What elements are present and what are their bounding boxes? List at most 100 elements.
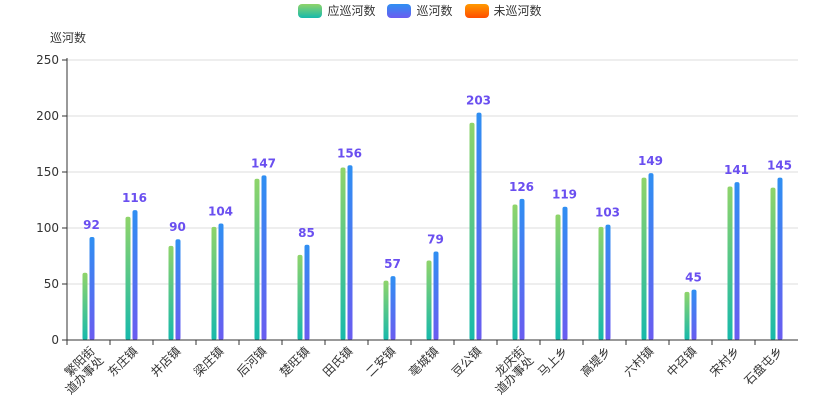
y-axis-title: 巡河数 — [50, 31, 87, 45]
legend-item-expected[interactable]: 应巡河数 — [298, 2, 375, 19]
x-tick-label-line: 亳城镇 — [405, 343, 441, 379]
x-tick-label-line: 梁庄镇 — [190, 343, 226, 379]
x-tick-label-line: 宋村乡 — [706, 343, 742, 379]
x-tick-label: 高堤乡 — [577, 343, 613, 379]
bar-patrolled — [89, 236, 95, 340]
x-tick-label-line: 二安镇 — [362, 343, 398, 379]
bar-expected — [770, 187, 776, 340]
bar-patrolled — [175, 239, 181, 340]
x-tick-label: 后河镇 — [234, 344, 269, 379]
x-tick-label-line: 石盘屯乡 — [741, 343, 786, 388]
data-label: 104 — [208, 205, 233, 219]
data-label: 203 — [466, 94, 491, 108]
x-tick-label: 东庄镇 — [104, 343, 140, 379]
bar-patrolled — [390, 276, 396, 340]
data-label: 126 — [509, 180, 534, 194]
bar-patrolled — [476, 112, 482, 340]
data-label: 90 — [169, 220, 186, 234]
data-label: 85 — [298, 226, 315, 240]
legend-item-patrolled[interactable]: 巡河数 — [387, 2, 453, 19]
legend-label-expected: 应巡河数 — [327, 4, 376, 18]
bar-patrolled — [519, 198, 525, 340]
bar-expected — [297, 254, 303, 340]
bar-expected — [598, 226, 604, 340]
bar-patrolled — [218, 223, 224, 340]
y-tick-label: 100 — [36, 221, 59, 235]
data-label: 45 — [685, 271, 702, 285]
y-tick-label: 50 — [44, 277, 59, 291]
bar-expected — [555, 214, 561, 340]
bar-expected — [469, 122, 475, 340]
data-label: 119 — [552, 188, 577, 202]
x-tick-label: 亳城镇 — [405, 343, 441, 379]
data-label: 149 — [638, 154, 663, 168]
bar-patrolled — [132, 210, 138, 340]
bar-patrolled — [691, 289, 697, 340]
x-tick-label: 六村镇 — [621, 344, 656, 379]
x-tick-label: 石盘屯乡 — [741, 343, 786, 388]
x-tick-label-line: 田氏镇 — [320, 344, 355, 379]
x-tick-label: 豆公镇 — [449, 344, 484, 379]
x-tick-label: 马上乡 — [535, 344, 570, 379]
x-tick-label: 梁庄镇 — [190, 343, 226, 379]
x-tick-label-line: 楚旺镇 — [277, 344, 312, 379]
bar-patrolled — [347, 165, 353, 340]
bar-expected — [254, 178, 260, 340]
bar-expected — [340, 167, 346, 340]
bar-patrolled — [433, 251, 439, 340]
bar-patrolled — [734, 182, 740, 340]
bar-expected — [727, 186, 733, 340]
bar-expected — [641, 177, 647, 340]
bar-expected — [82, 272, 88, 340]
bar-patrolled — [777, 177, 783, 340]
x-tick-label-line: 六村镇 — [621, 344, 656, 379]
y-tick-label: 150 — [36, 165, 59, 179]
x-tick-label-line: 东庄镇 — [104, 343, 140, 379]
bar-patrolled — [605, 224, 611, 340]
bar-expected — [684, 291, 690, 340]
y-tick-label: 250 — [36, 53, 59, 67]
bar-expected — [512, 204, 518, 340]
data-label: 103 — [595, 206, 620, 220]
x-tick-label-line: 后河镇 — [234, 344, 269, 379]
data-label: 145 — [767, 159, 792, 173]
legend-swatch-unpatrolled — [464, 3, 489, 18]
data-label: 57 — [384, 257, 401, 271]
legend-swatch-patrolled — [387, 3, 412, 18]
data-label: 79 — [427, 233, 444, 247]
data-label: 92 — [83, 218, 100, 232]
x-tick-label-line: 高堤乡 — [577, 343, 613, 379]
legend: 应巡河数 巡河数 未巡河数 — [0, 2, 840, 19]
legend-swatch-expected — [298, 3, 323, 18]
legend-label-unpatrolled: 未巡河数 — [493, 4, 542, 18]
bar-patrolled — [304, 244, 310, 340]
bar-expected — [125, 216, 131, 340]
x-tick-label: 中召镇 — [663, 343, 699, 379]
bar-expected — [211, 226, 217, 340]
bar-expected — [383, 280, 389, 340]
bar-expected — [426, 260, 432, 340]
x-tick-label-line: 豆公镇 — [449, 344, 484, 379]
bar-patrolled — [648, 173, 654, 340]
y-tick-label: 0 — [51, 333, 59, 347]
x-tick-label: 楚旺镇 — [277, 344, 312, 379]
x-tick-label-line: 中召镇 — [663, 343, 699, 379]
bar-expected — [168, 245, 174, 340]
data-label: 116 — [122, 191, 147, 205]
x-tick-label: 井店镇 — [148, 344, 183, 379]
data-label: 141 — [724, 163, 749, 177]
y-tick-label: 200 — [36, 109, 59, 123]
x-tick-label: 田氏镇 — [320, 344, 355, 379]
x-tick-label: 二安镇 — [362, 343, 398, 379]
bar-patrolled — [261, 175, 267, 340]
data-label: 147 — [251, 156, 276, 170]
x-tick-label-line: 马上乡 — [535, 344, 570, 379]
bar-patrolled — [562, 206, 568, 340]
x-tick-label: 宋村乡 — [706, 343, 742, 379]
legend-item-unpatrolled[interactable]: 未巡河数 — [464, 2, 542, 19]
data-label: 156 — [337, 146, 362, 160]
x-tick-label-line: 井店镇 — [148, 344, 183, 379]
